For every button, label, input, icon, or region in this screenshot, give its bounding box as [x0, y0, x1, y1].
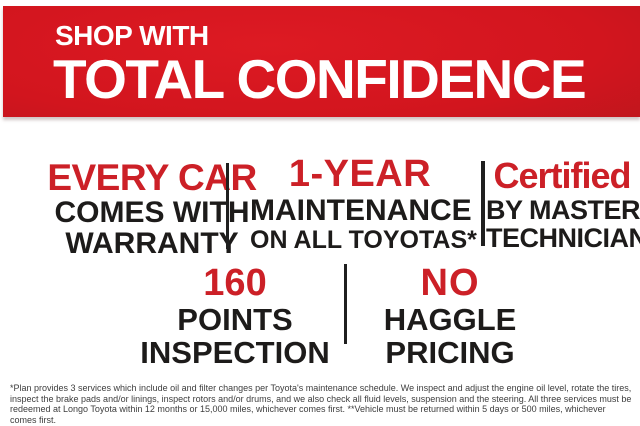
benefit-line: MAINTENANCE: [250, 194, 472, 227]
benefit-inspection: 160 POINTS INSPECTION: [125, 263, 345, 369]
benefit-line: HAGGLE: [383, 302, 517, 337]
benefit-line: ON ALL TOYOTAS*: [250, 226, 477, 254]
divider-row1-right: [481, 161, 485, 246]
benefit-line: TECHNICIAN: [486, 223, 640, 253]
benefit-highlight: 1-YEAR: [288, 153, 432, 195]
benefit-certified: Certified BY MASTER TECHNICIAN: [486, 155, 640, 253]
benefit-warranty: EVERY CAR COMES WITH WARRANTY: [40, 158, 264, 259]
benefit-line: POINTS: [177, 302, 293, 337]
benefit-maintenance: 1-YEAR MAINTENANCE ON ALL TOYOTAS*: [250, 153, 477, 254]
banner: SHOP WITH TOTAL CONFIDENCE: [3, 6, 640, 117]
benefit-highlight: Certified: [493, 155, 631, 196]
divider-row1-left: [226, 163, 229, 249]
benefit-highlight: EVERY CAR: [47, 157, 257, 198]
banner-kicker: SHOP WITH: [55, 20, 209, 51]
benefit-line: BY MASTER: [486, 195, 640, 225]
benefit-line: INSPECTION: [140, 335, 330, 370]
divider-row2: [344, 264, 347, 344]
benefit-line: COMES WITH: [54, 196, 250, 229]
benefit-highlight: 160: [203, 262, 267, 304]
disclaimer-text: *Plan provides 3 services which include …: [10, 383, 632, 425]
benefit-line: PRICING: [385, 335, 515, 370]
banner-headline: TOTAL CONFIDENCE: [53, 48, 587, 110]
benefit-line: WARRANTY: [65, 227, 239, 260]
benefit-no-haggle: NO HAGGLE PRICING: [355, 263, 545, 369]
benefit-highlight: NO: [420, 262, 480, 304]
